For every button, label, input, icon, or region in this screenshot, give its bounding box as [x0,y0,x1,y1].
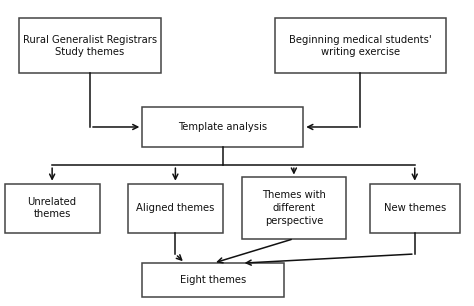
Bar [142,107,303,147]
Bar [142,263,284,297]
Bar [275,18,446,73]
Text: Template analysis: Template analysis [178,122,267,132]
Bar [128,184,223,233]
Bar [19,18,161,73]
Text: Aligned themes: Aligned themes [136,203,215,213]
Text: Eight themes: Eight themes [180,275,246,285]
Text: Themes with
different
perspective: Themes with different perspective [262,190,326,226]
Bar [242,177,346,239]
Text: Rural Generalist Registrars
Study themes: Rural Generalist Registrars Study themes [23,35,157,57]
Text: Beginning medical students'
writing exercise: Beginning medical students' writing exer… [289,35,432,57]
Bar [5,184,100,233]
Bar [370,184,460,233]
Text: Unrelated
themes: Unrelated themes [27,197,77,219]
Text: New themes: New themes [383,203,446,213]
